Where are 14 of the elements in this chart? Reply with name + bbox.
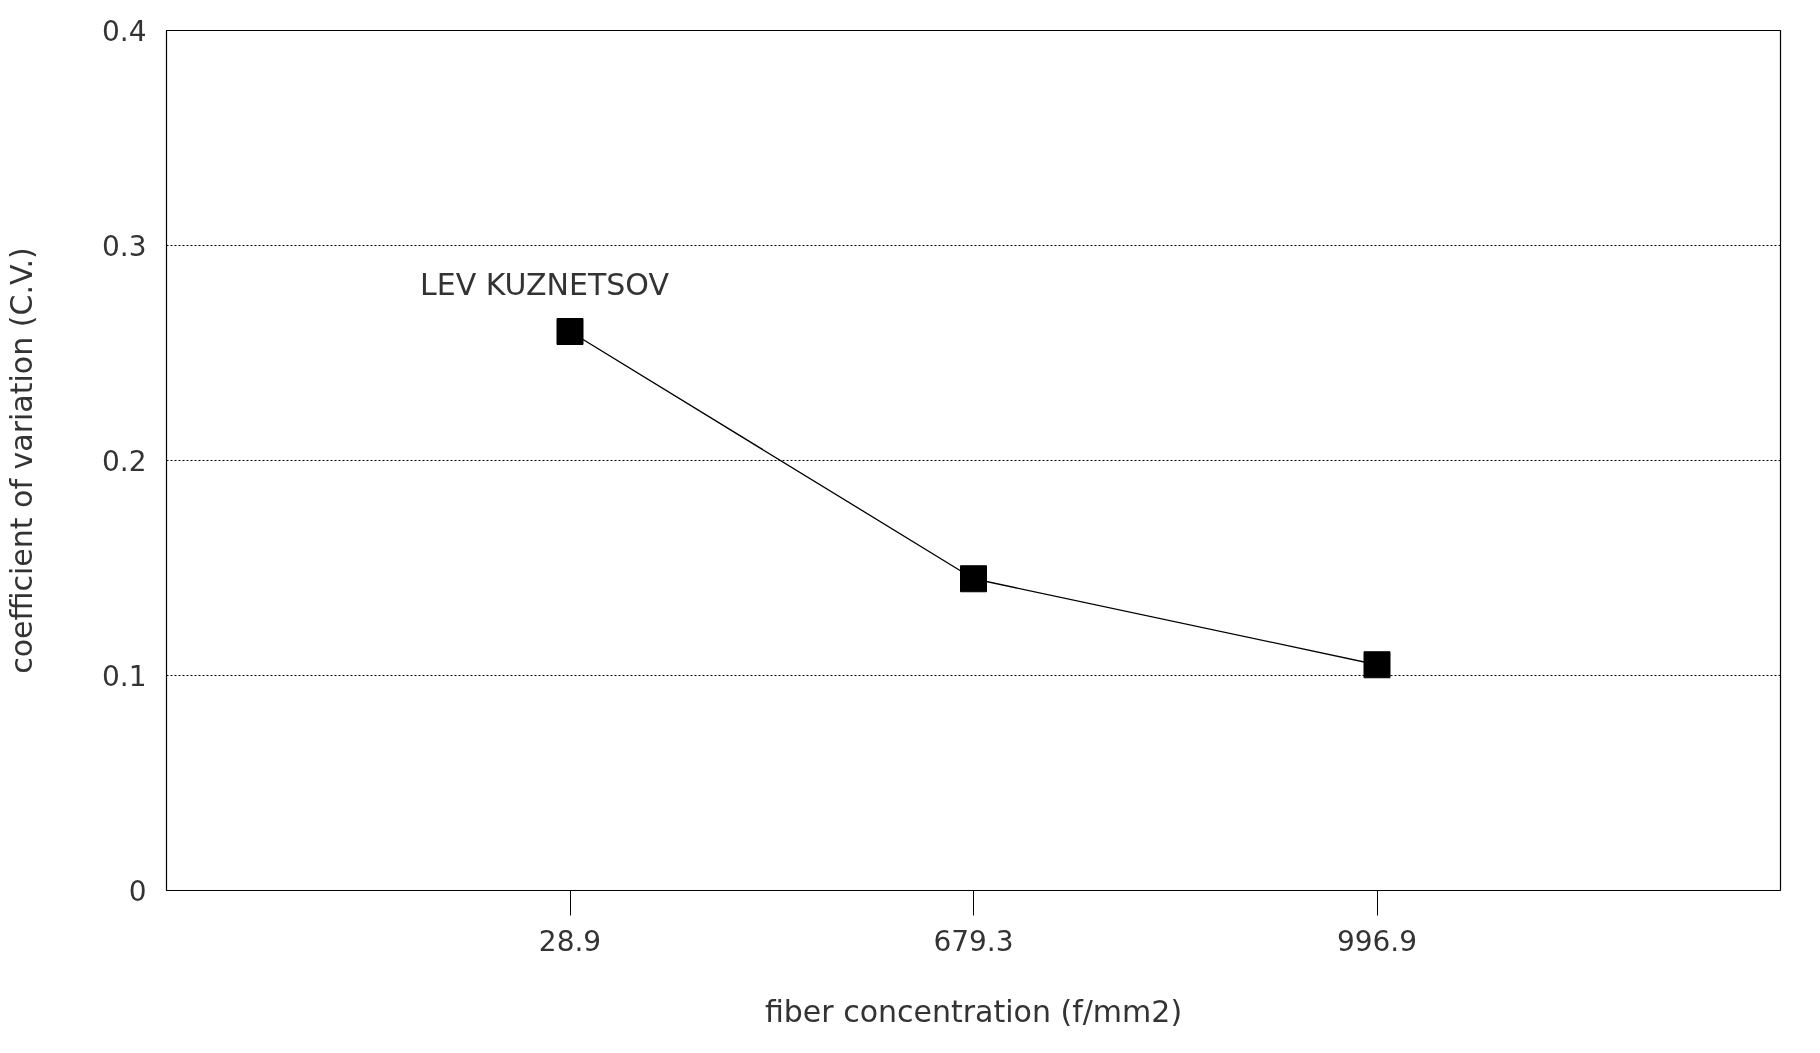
y-tick-label: 0.2: [101, 445, 147, 478]
point: [960, 565, 987, 593]
point: [1363, 651, 1391, 679]
x-tick-label: 28.9: [538, 924, 602, 958]
x-tick-label: 996.9: [1336, 924, 1418, 958]
x-tick-label: 679.3: [933, 924, 1014, 958]
y-tick-label: 0.3: [101, 230, 147, 263]
point: [556, 318, 584, 345]
y-tick-label: 0.4: [101, 15, 147, 48]
y-tick-label: 0.1: [101, 660, 147, 693]
y-tick-label: 0: [128, 875, 147, 908]
x-axis-title: fiber concentration (f/mm2): [764, 993, 1183, 1029]
series-label: LEV KUZNETSOV: [420, 266, 670, 302]
y-axis-title: coefficient of variation (C.V.): [3, 247, 39, 674]
